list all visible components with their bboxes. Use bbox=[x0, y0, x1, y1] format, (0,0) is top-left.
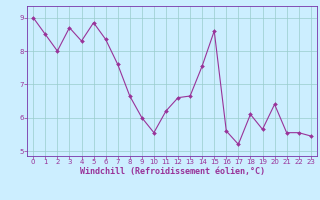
X-axis label: Windchill (Refroidissement éolien,°C): Windchill (Refroidissement éolien,°C) bbox=[79, 167, 265, 176]
